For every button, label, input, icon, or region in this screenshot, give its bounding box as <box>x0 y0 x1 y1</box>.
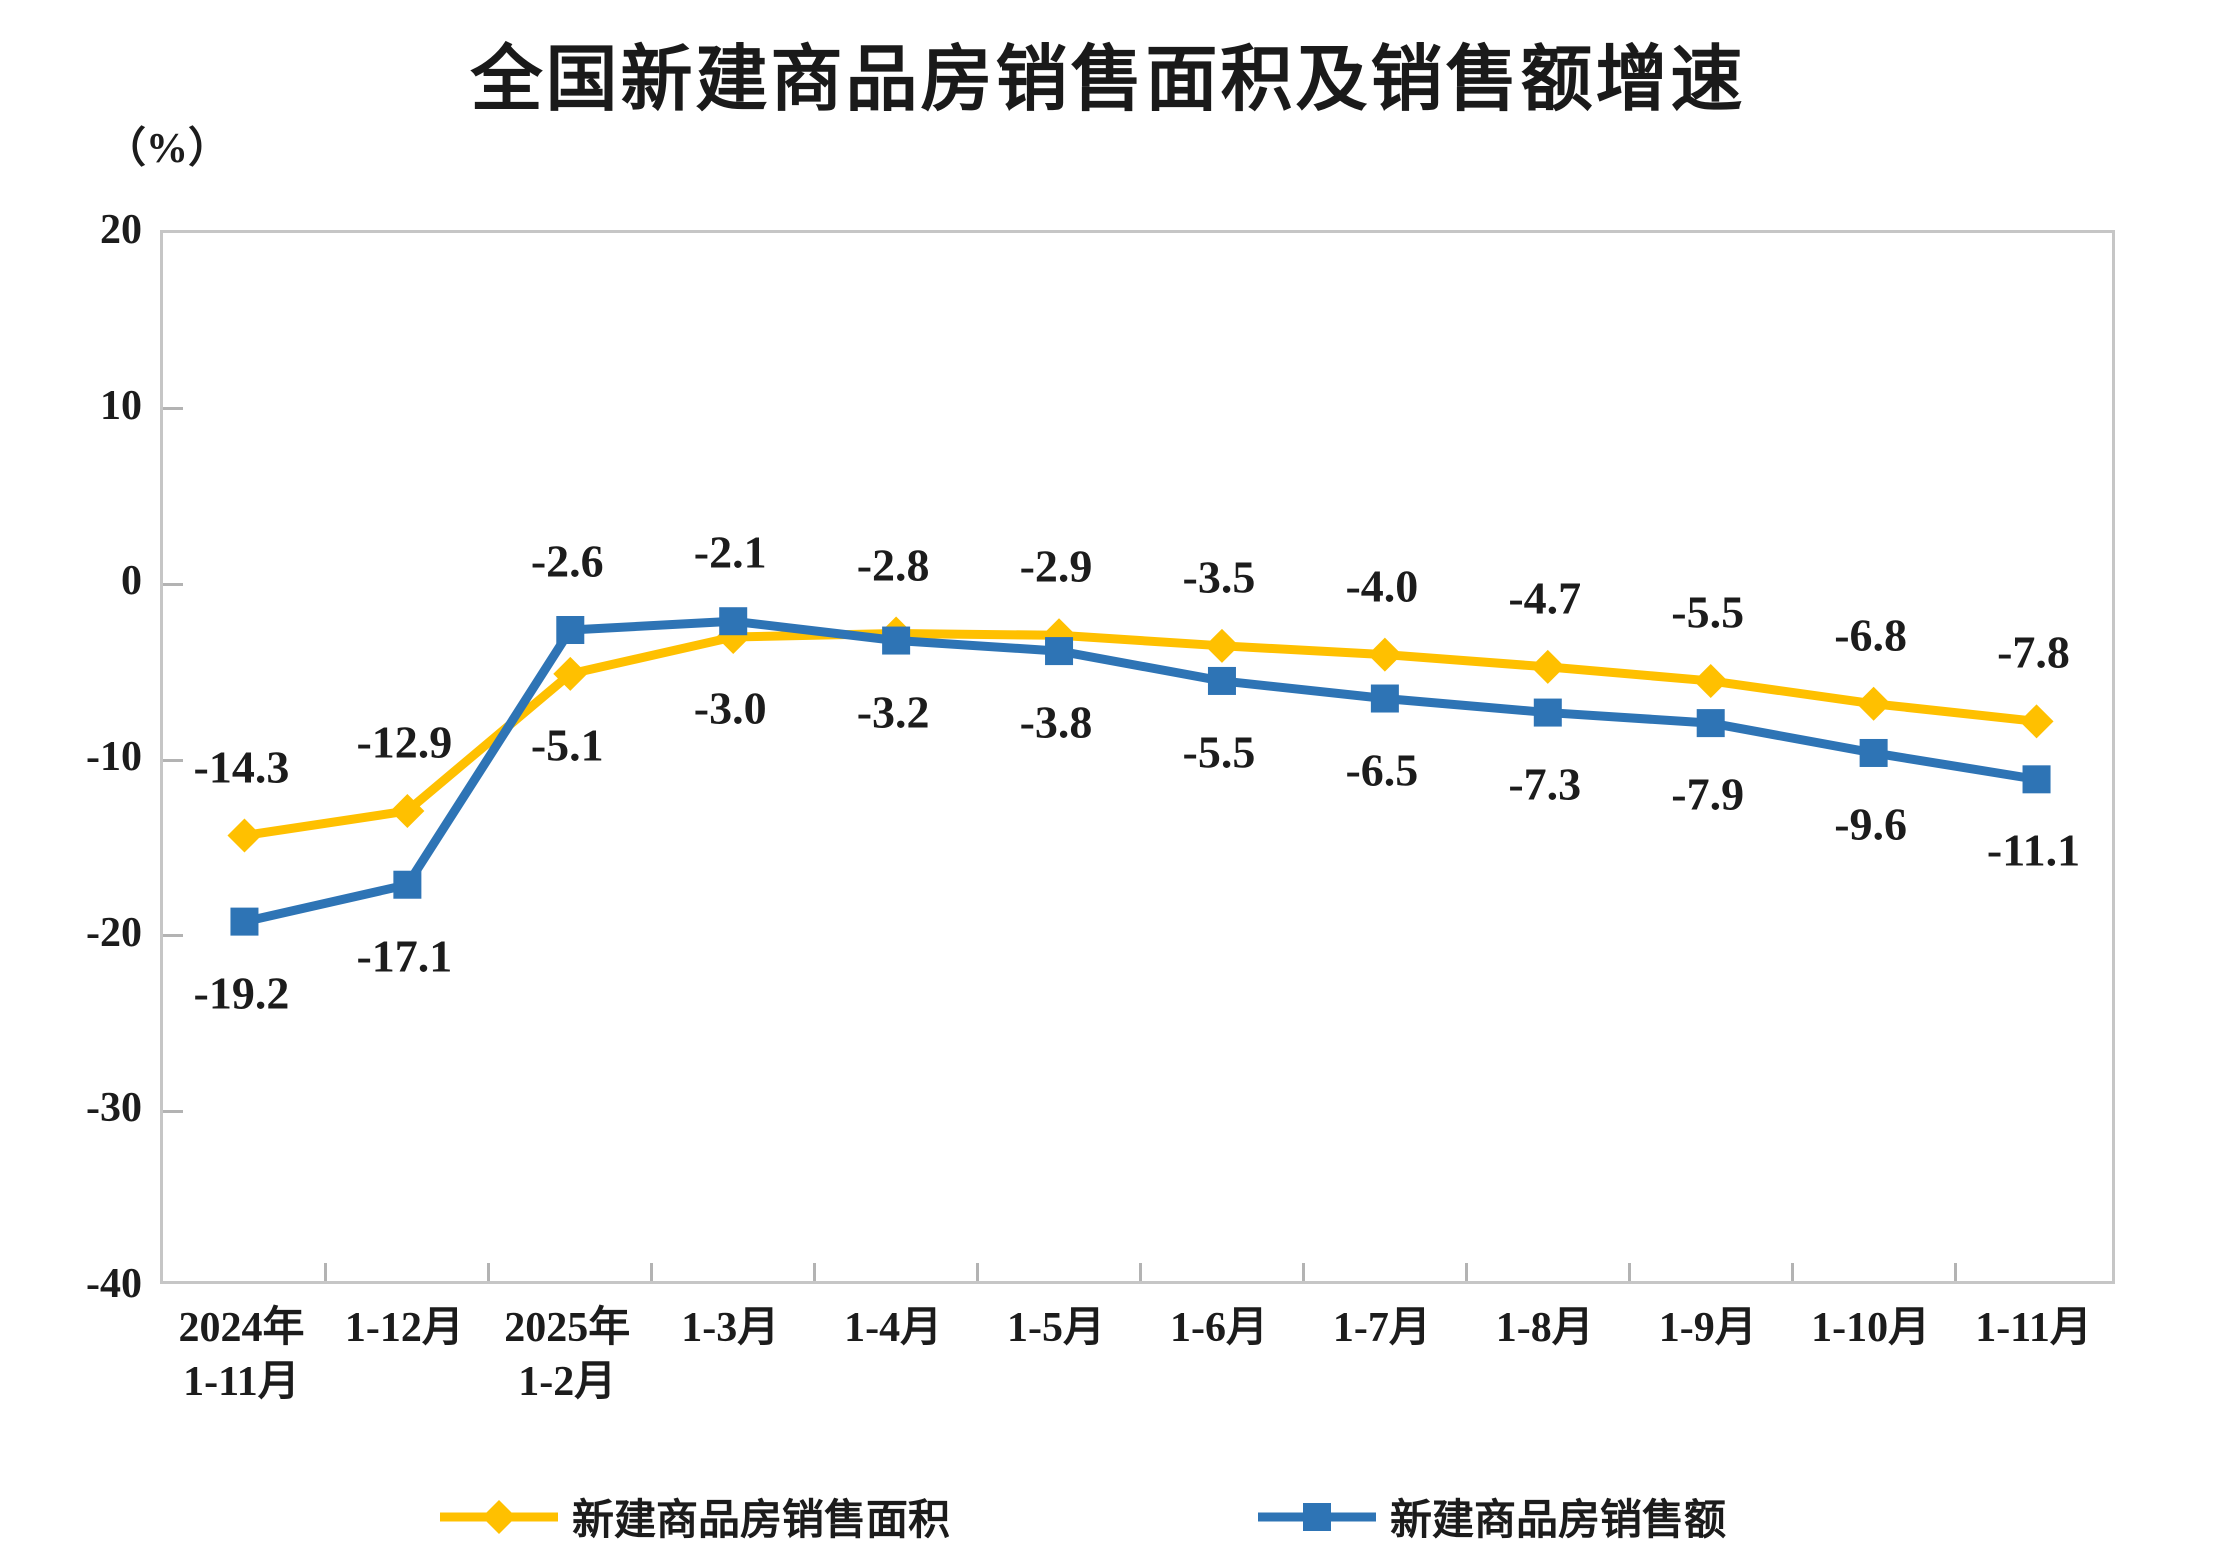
data-label: -2.1 <box>693 526 767 578</box>
data-label: -11.1 <box>1986 824 2081 876</box>
diamond-marker <box>482 1499 516 1534</box>
data-label: -4.0 <box>1345 560 1419 612</box>
x-axis-tick-mark <box>1953 1263 1957 1281</box>
data-label: -6.8 <box>1834 609 1908 661</box>
data-label: -2.8 <box>856 539 930 591</box>
x-axis-category-label: 2025年 1-2月 <box>504 1305 631 1405</box>
x-axis-category-label: 1-5月 <box>1007 1305 1106 1351</box>
legend-item: 新建商品房销售面积 <box>440 1486 950 1547</box>
data-label: -2.9 <box>1019 540 1093 592</box>
y-axis-tick-mark <box>163 582 183 586</box>
x-axis-tick-mark <box>1301 1263 1305 1281</box>
square-marker <box>556 616 585 645</box>
data-label: -3.8 <box>1019 696 1093 748</box>
data-label: -3.5 <box>1182 551 1256 603</box>
y-axis-tick-mark <box>163 934 183 938</box>
series-line <box>239 629 2042 841</box>
y-axis-tick-label: -20 <box>86 909 142 956</box>
data-label: -9.6 <box>1834 798 1908 850</box>
x-axis-category-label: 1-6月 <box>1169 1305 1268 1351</box>
chart-title: 全国新建商品房销售面积及销售额增速 <box>470 40 1746 120</box>
square-marker <box>1207 666 1236 695</box>
x-axis-category-label: 1-8月 <box>1495 1305 1594 1351</box>
data-label: -6.5 <box>1345 744 1419 796</box>
square-marker <box>1533 698 1562 727</box>
legend-label: 新建商品房销售额 <box>1390 1498 1727 1544</box>
x-axis-category-label: 1-12月 <box>344 1305 464 1351</box>
x-axis-category-label: 1-7月 <box>1332 1305 1431 1351</box>
square-marker <box>1303 1502 1331 1531</box>
x-axis-tick-mark <box>324 1263 328 1281</box>
x-axis-tick-mark <box>487 1263 491 1281</box>
y-axis-tick-label: 0 <box>121 558 142 605</box>
square-marker <box>230 907 259 936</box>
data-label: -17.1 <box>356 930 453 982</box>
square-marker <box>393 870 422 899</box>
data-label: -5.5 <box>1671 586 1745 638</box>
data-label: -5.5 <box>1182 726 1256 778</box>
x-axis-category-label: 1-9月 <box>1658 1305 1757 1351</box>
data-label: -3.2 <box>856 686 930 738</box>
legend-swatch-diamond-icon <box>440 1499 558 1535</box>
x-axis-category-label: 2024年 1-11月 <box>178 1305 305 1405</box>
data-label: -7.8 <box>1997 626 2070 678</box>
square-marker <box>1370 684 1399 713</box>
diamond-marker <box>227 818 262 853</box>
data-label: -19.2 <box>193 967 290 1019</box>
x-axis-category-label: 1-11月 <box>1975 1305 2092 1351</box>
diamond-marker <box>1530 649 1565 684</box>
data-label: -12.9 <box>356 716 453 768</box>
y-axis-unit-label: （%） <box>104 126 231 172</box>
square-marker <box>719 607 748 636</box>
legend-swatch-square-icon <box>1258 1499 1376 1535</box>
square-marker <box>1696 709 1725 738</box>
x-axis-tick-mark <box>813 1263 817 1281</box>
data-label: -3.0 <box>693 682 767 734</box>
y-axis-tick-label: -40 <box>86 1261 142 1307</box>
x-axis-category-label: 1-4月 <box>844 1305 943 1351</box>
diamond-marker <box>390 793 425 828</box>
data-label: -2.6 <box>530 535 604 587</box>
square-marker <box>1859 738 1888 767</box>
diamond-marker <box>2019 704 2054 739</box>
diamond-marker <box>1367 637 1402 672</box>
x-axis-tick-mark <box>1627 1263 1631 1281</box>
diamond-marker <box>553 656 588 691</box>
square-marker <box>1045 637 1074 666</box>
x-axis-tick-mark <box>1790 1263 1794 1281</box>
y-axis-tick-mark <box>163 1109 183 1113</box>
diamond-marker <box>1693 663 1728 698</box>
line-chart-svg <box>227 607 2054 936</box>
data-label: -14.3 <box>193 741 290 793</box>
diamond-marker <box>1204 628 1239 663</box>
x-axis-tick-mark <box>1139 1263 1142 1281</box>
series-line <box>239 616 2042 927</box>
legend-item: 新建商品房销售额 <box>1258 1486 1726 1547</box>
y-axis-tick-label: -30 <box>86 1085 142 1132</box>
diamond-marker <box>1856 686 1891 721</box>
y-axis-tick-mark <box>163 758 183 762</box>
y-axis-tick-label: 10 <box>100 382 142 429</box>
x-axis-category-label: 1-3月 <box>681 1305 780 1351</box>
data-label: -5.1 <box>530 719 604 771</box>
data-label: -4.7 <box>1508 572 1582 624</box>
square-marker <box>882 626 911 655</box>
x-axis-tick-mark <box>976 1263 980 1281</box>
plot-area <box>160 230 2115 1284</box>
square-marker <box>2022 765 2051 794</box>
data-label: -7.3 <box>1508 758 1582 810</box>
y-axis-tick-label: -10 <box>86 734 142 780</box>
legend-label: 新建商品房销售面积 <box>572 1498 951 1544</box>
x-axis-tick-mark <box>1464 1263 1468 1281</box>
y-axis-tick-label: 20 <box>100 207 142 253</box>
x-axis-tick-mark <box>650 1263 654 1281</box>
y-axis-tick-mark <box>163 407 183 411</box>
x-axis-category-label: 1-10月 <box>1811 1305 1931 1351</box>
data-label: -7.9 <box>1671 768 1745 820</box>
